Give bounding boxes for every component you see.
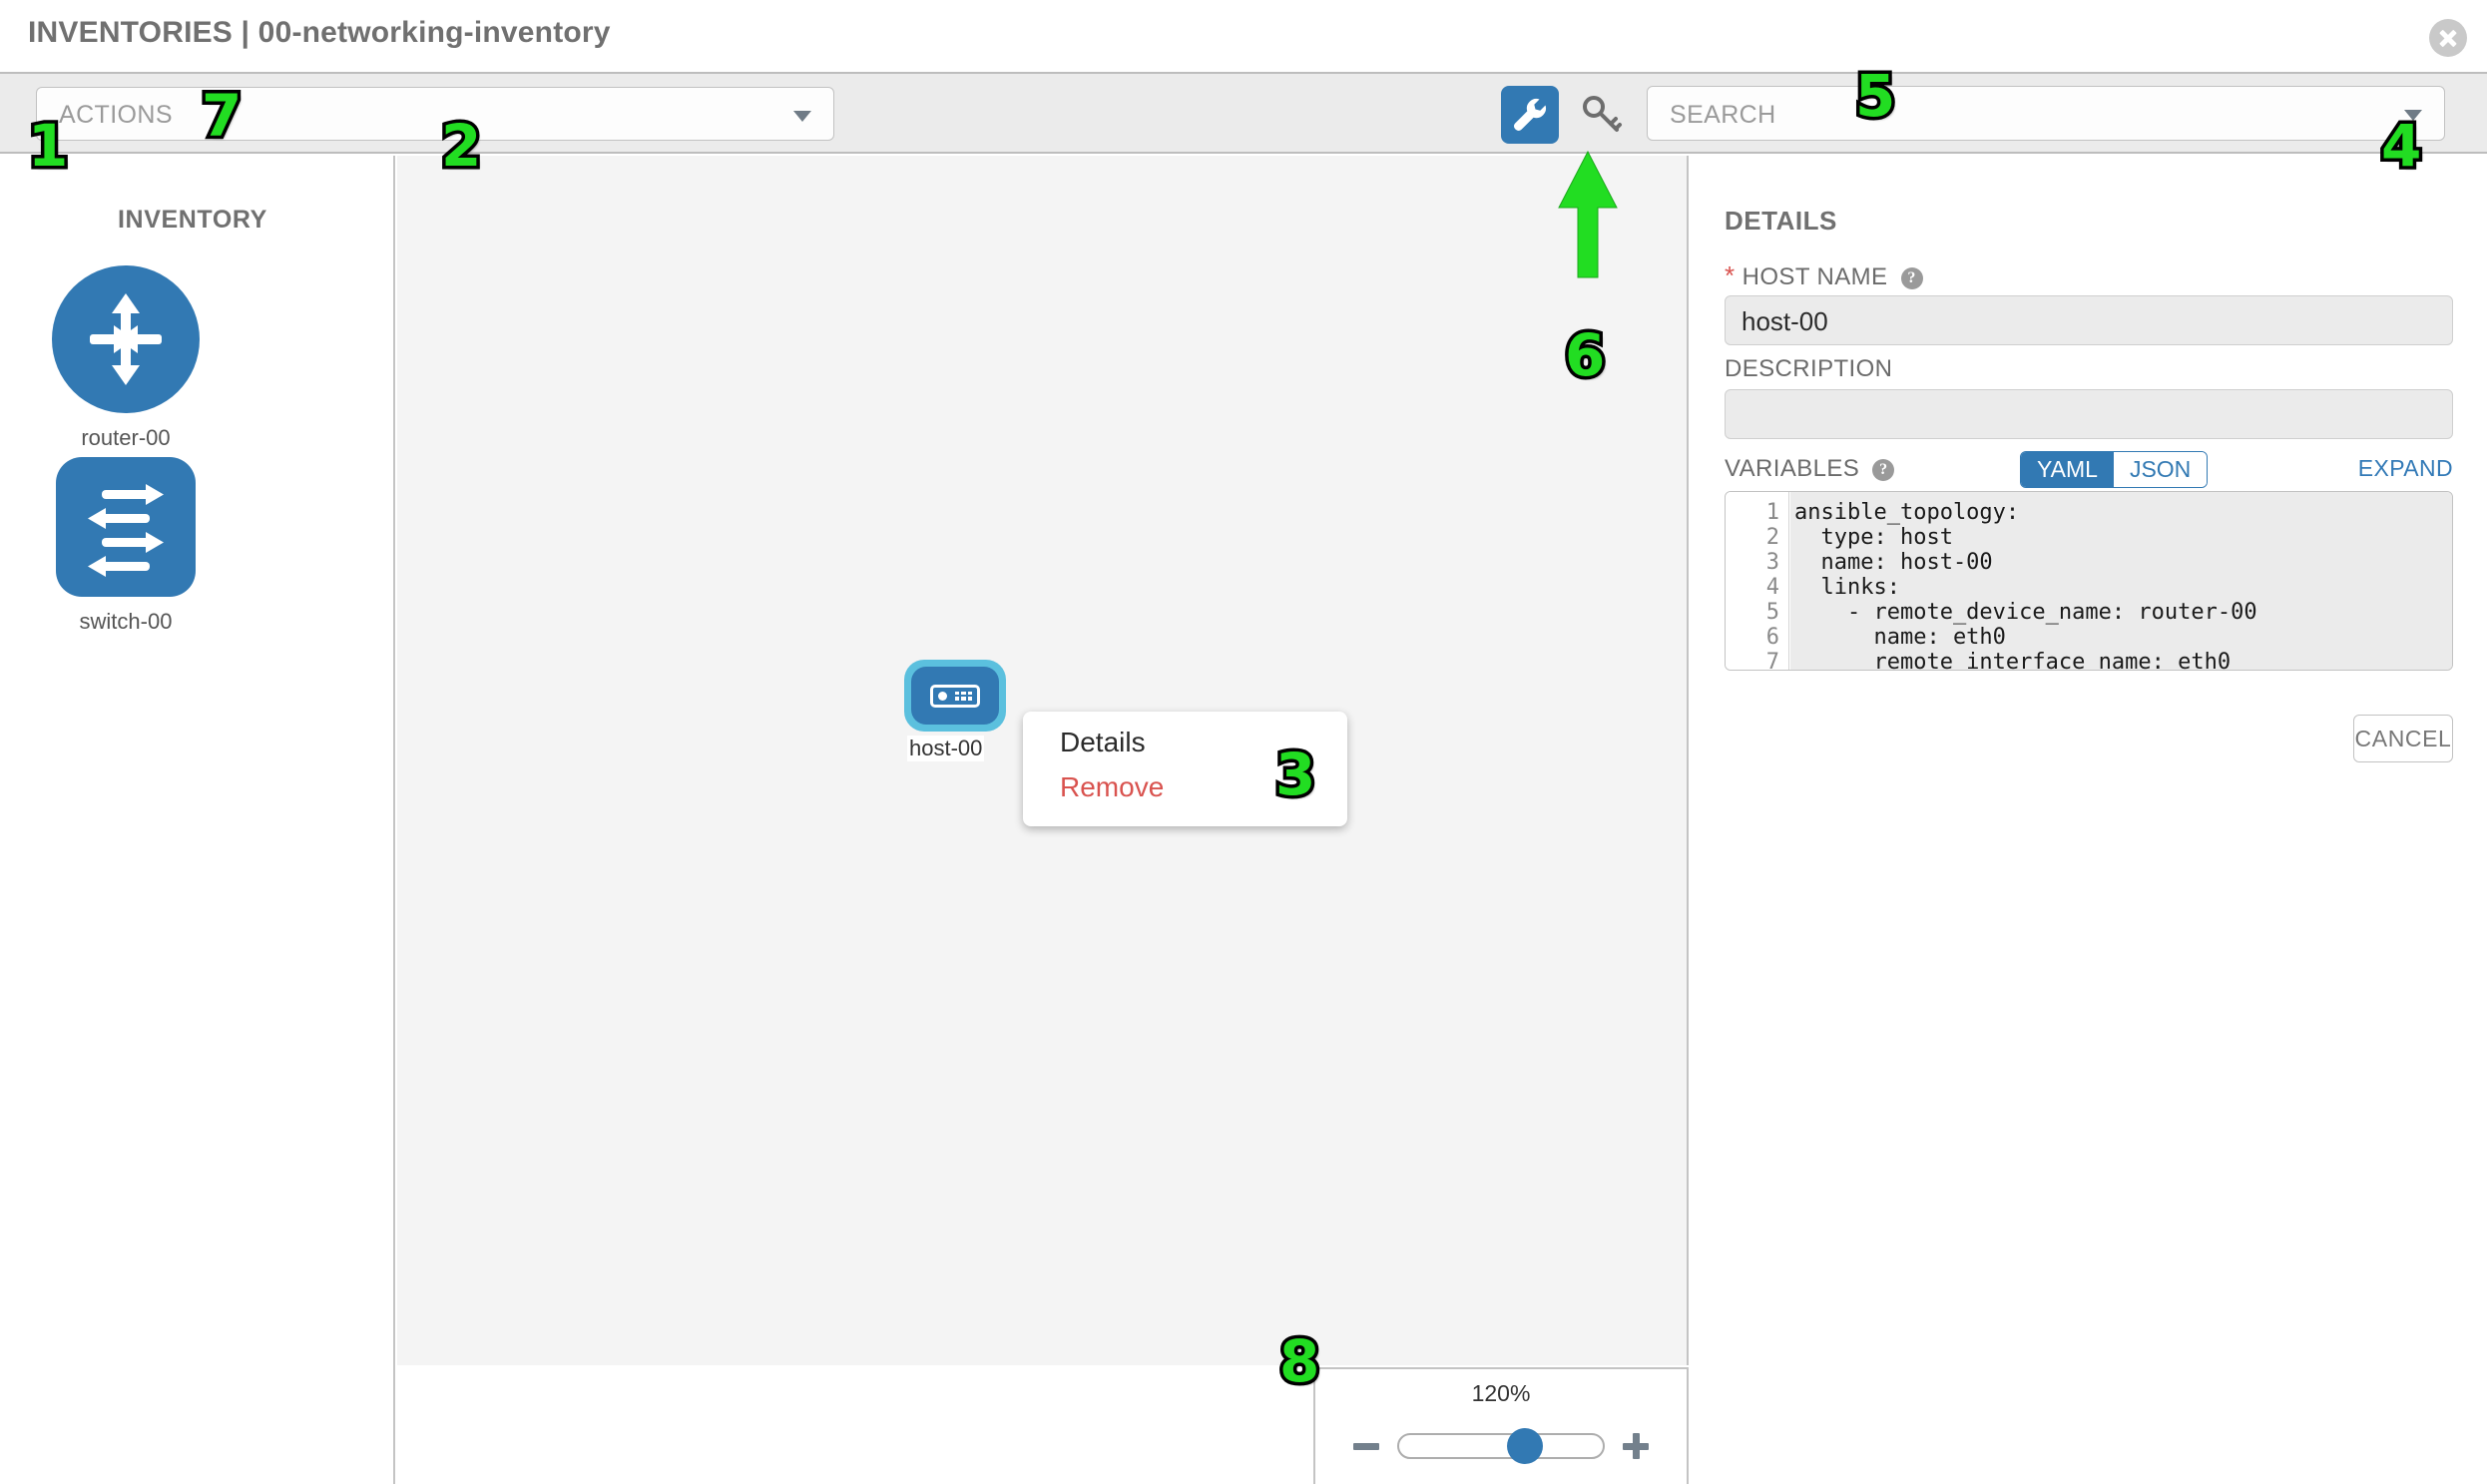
help-icon[interactable]: ? xyxy=(1900,267,1923,289)
editor-line-number: 2 xyxy=(1765,525,1779,550)
context-menu-item-details[interactable]: Details xyxy=(1060,727,1146,757)
description-field[interactable] xyxy=(1725,389,2453,439)
host-name-label: * HOST NAME ? xyxy=(1725,260,1923,291)
context-menu-item-remove[interactable]: Remove xyxy=(1060,771,1165,802)
editor-line: ansible_topology: xyxy=(1794,500,2020,525)
server-led xyxy=(938,692,947,701)
annotation-marker-2: 2 xyxy=(437,109,484,184)
editor-line: remote_interface_name: eth0 xyxy=(1794,650,2232,671)
annotation-marker-1: 1 xyxy=(24,109,71,184)
help-icon[interactable]: ? xyxy=(1872,459,1895,481)
annotation-marker-6: 6 xyxy=(1561,318,1608,393)
switch-icon xyxy=(56,457,196,597)
node-label: host-00 xyxy=(907,736,985,761)
editor-content[interactable]: ansible_topology: type: host name: host-… xyxy=(1790,492,2452,670)
router-icon xyxy=(52,265,200,413)
format-json-button[interactable]: JSON xyxy=(2113,452,2208,487)
expand-link[interactable]: EXPAND xyxy=(2357,455,2453,481)
search-placeholder: SEARCH xyxy=(1670,101,1776,129)
title-bar: INVENTORIES | 00-networking-inventory xyxy=(0,0,2487,72)
node-body xyxy=(911,667,999,725)
editor-line-number: 4 xyxy=(1765,575,1779,600)
topology-node-host-00[interactable]: host-00 xyxy=(904,660,1006,761)
key-button[interactable] xyxy=(1575,88,1627,140)
annotation-marker-3: 3 xyxy=(1271,738,1318,812)
zoom-out-button[interactable] xyxy=(1353,1433,1379,1459)
sidebar-item-switch-00[interactable]: switch-00 xyxy=(16,457,236,635)
details-panel: DETAILS * HOST NAME ? host-00 DESCRIPTIO… xyxy=(1691,156,2487,1484)
host-name-label-text: HOST NAME xyxy=(1741,263,1888,290)
chevron-down-icon[interactable] xyxy=(2404,110,2422,121)
server-icon xyxy=(930,684,980,708)
annotation-marker-7: 7 xyxy=(198,79,245,154)
variables-format-toggle: YAML JSON xyxy=(2020,451,2209,488)
zoom-slider-thumb[interactable] xyxy=(1506,1428,1543,1464)
format-yaml-button[interactable]: YAML xyxy=(2021,452,2114,487)
host-name-value: host-00 xyxy=(1741,306,1828,336)
editor-line-number: 6 xyxy=(1765,625,1779,650)
page-title: INVENTORIES | 00-networking-inventory xyxy=(28,16,611,49)
actions-dropdown[interactable]: ACTIONS xyxy=(36,87,834,141)
details-heading: DETAILS xyxy=(1725,206,1837,236)
editor-line-number: 7 xyxy=(1765,650,1779,671)
sidebar-item-label: switch-00 xyxy=(79,609,173,634)
key-icon xyxy=(1583,96,1622,132)
sidebar-item-label: router-00 xyxy=(81,425,171,450)
editor-line: name: eth0 xyxy=(1794,625,2006,650)
editor-line-number: 5 xyxy=(1765,600,1779,625)
editor-line: name: host-00 xyxy=(1794,550,1993,575)
up-arrow-annotation xyxy=(1555,150,1621,284)
chevron-down-icon xyxy=(793,111,811,122)
node-selection-ring xyxy=(904,660,1006,732)
cancel-button[interactable]: CANCEL xyxy=(2353,715,2453,762)
required-asterisk: * xyxy=(1725,260,1736,290)
zoom-control-panel: 120% xyxy=(1313,1367,1689,1484)
editor-line: - remote_device_name: router-00 xyxy=(1794,600,2257,625)
inventory-sidebar: INVENTORY router-00 xyxy=(0,156,395,1484)
node-context-menu: Details Remove xyxy=(1023,712,1347,826)
zoom-level-label: 120% xyxy=(1471,1380,1531,1406)
search-input[interactable]: SEARCH xyxy=(1647,86,2445,141)
wrench-icon xyxy=(1514,99,1546,131)
host-name-field[interactable]: host-00 xyxy=(1725,295,2453,345)
wrench-button[interactable] xyxy=(1501,86,1559,144)
editor-line-number: 1 xyxy=(1765,500,1779,525)
actions-dropdown-label: ACTIONS xyxy=(59,101,173,129)
inventory-heading: INVENTORY xyxy=(118,206,267,234)
editor-line-number: 3 xyxy=(1765,550,1779,575)
variables-label: VARIABLES ? xyxy=(1725,455,1895,483)
description-label: DESCRIPTION xyxy=(1725,355,1893,382)
annotation-marker-5: 5 xyxy=(1851,59,1898,134)
variables-label-text: VARIABLES xyxy=(1725,455,1860,482)
server-ports xyxy=(955,691,972,701)
annotation-marker-4: 4 xyxy=(2377,109,2424,184)
editor-line: links: xyxy=(1794,575,1900,600)
editor-line: type: host xyxy=(1794,525,1953,550)
annotation-marker-8: 8 xyxy=(1275,1324,1322,1399)
zoom-slider[interactable] xyxy=(1397,1428,1605,1464)
zoom-in-button[interactable] xyxy=(1623,1433,1649,1459)
close-icon[interactable] xyxy=(2429,19,2467,57)
sidebar-item-router-00[interactable]: router-00 xyxy=(16,265,236,451)
